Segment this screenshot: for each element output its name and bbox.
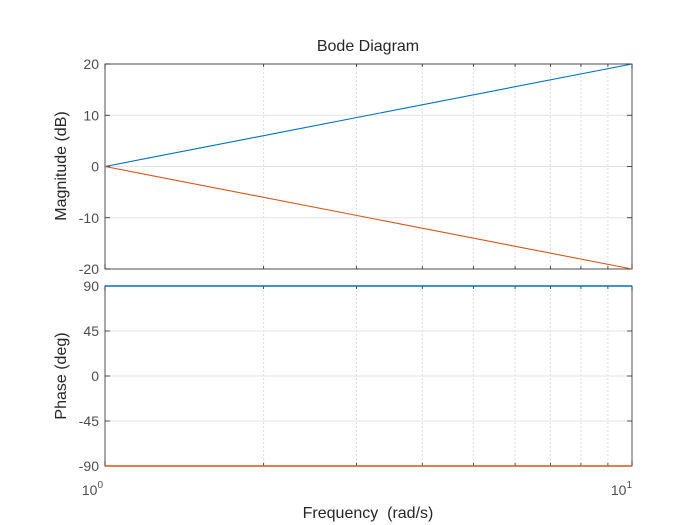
magnitude-panel: 20 10 0 -10 -20 (79, 56, 633, 277)
x-tick-label: 100 (82, 480, 104, 498)
y-tick-label: -10 (79, 210, 99, 226)
y-tick-label: 10 (83, 107, 99, 123)
y-tick-label: 20 (83, 56, 99, 72)
y-tick-label: 45 (83, 323, 99, 339)
phase-axis-label: Phase (deg) (53, 332, 70, 419)
x-axis-label: Frequency (rad/s) (303, 505, 434, 522)
y-tick-label: 0 (91, 159, 99, 175)
chart-title: Bode Diagram (317, 38, 419, 55)
y-tick-label: -45 (79, 413, 99, 429)
y-tick-label: 0 (91, 368, 99, 384)
y-tick-label: -20 (79, 261, 99, 277)
svg-text:101: 101 (611, 480, 633, 498)
phase-panel: 90 45 0 -45 -90 (79, 278, 633, 474)
svg-text:100: 100 (82, 480, 104, 498)
x-tick-label: 101 (611, 480, 633, 498)
series-line (104, 63, 633, 168)
series-line (104, 165, 633, 270)
y-tick-label: 90 (83, 278, 99, 294)
magnitude-axis-label: Magnitude (dB) (53, 111, 70, 220)
y-tick-label: -90 (79, 458, 99, 474)
